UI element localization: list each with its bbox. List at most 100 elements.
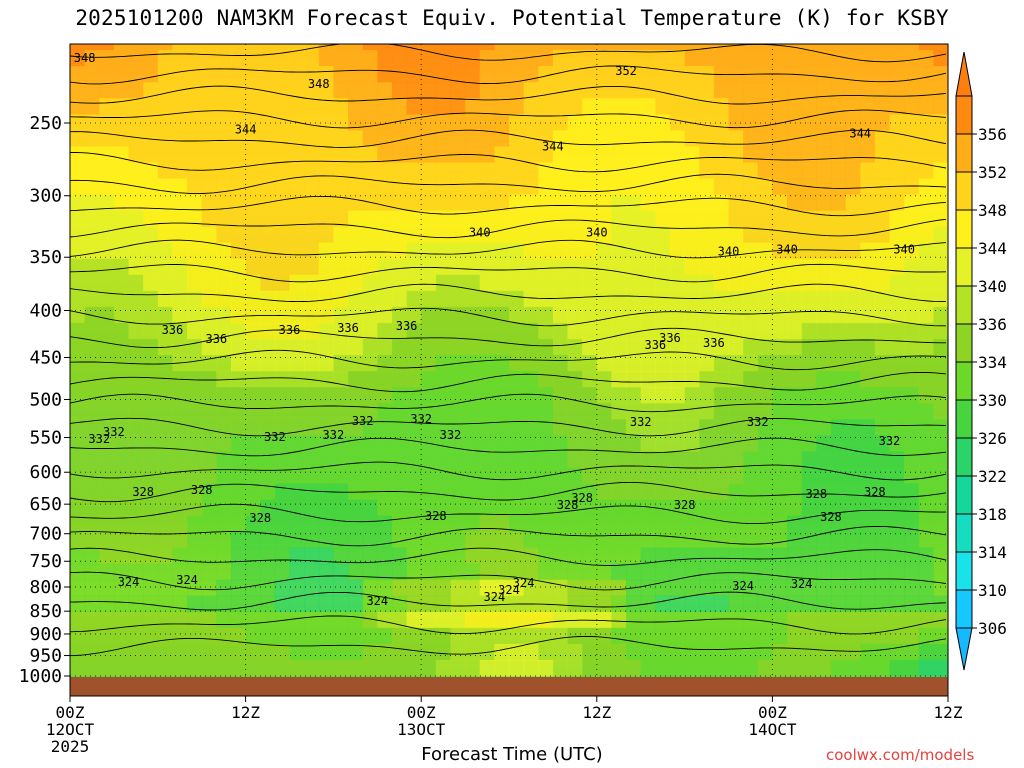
field-cell <box>435 322 452 340</box>
field-cell <box>230 66 247 83</box>
field-cell <box>596 226 613 244</box>
field-cell <box>333 114 349 131</box>
field-cell <box>260 82 276 99</box>
field-cell <box>465 338 481 356</box>
field-cell <box>377 82 393 99</box>
field-cell <box>552 579 569 597</box>
field-cell <box>157 627 174 645</box>
field-cell <box>435 451 452 468</box>
contour-label: 328 <box>132 485 154 499</box>
field-cell <box>435 290 452 308</box>
field-cell <box>830 643 847 661</box>
field-cell <box>918 322 934 340</box>
field-cell <box>728 274 744 292</box>
field-cell <box>465 531 481 549</box>
field-cell <box>860 306 876 324</box>
field-cell <box>128 499 144 517</box>
field-cell <box>84 290 100 308</box>
field-cell <box>845 371 861 388</box>
field-cell <box>918 226 934 244</box>
field-cell <box>787 98 803 115</box>
field-cell <box>70 595 86 613</box>
field-cell <box>494 355 510 372</box>
field-cell <box>874 210 891 228</box>
field-cell <box>216 419 232 436</box>
field-cell <box>289 547 305 565</box>
field-cell <box>772 563 788 581</box>
colorbar-swatch <box>955 513 973 553</box>
field-cell <box>509 611 525 629</box>
field-cell <box>465 579 481 597</box>
field-cell <box>757 483 773 501</box>
field-cell <box>860 579 876 597</box>
field-cell <box>172 66 188 83</box>
field-cell <box>523 290 539 308</box>
field-cell <box>830 659 847 677</box>
field-cell <box>860 547 876 565</box>
field-cell <box>669 451 686 468</box>
field-cell <box>157 290 174 308</box>
field-cell <box>933 338 949 356</box>
field-cell <box>245 226 261 244</box>
field-cell <box>918 355 934 372</box>
field-cell <box>772 258 788 276</box>
field-cell <box>728 659 744 677</box>
contour-label: 328 <box>864 485 886 499</box>
field-cell <box>874 322 891 340</box>
field-cell <box>611 419 627 436</box>
field-cell <box>304 146 320 163</box>
field-cell <box>845 451 861 468</box>
field-cell <box>377 242 393 260</box>
field-cell <box>582 114 598 131</box>
field-cell <box>304 306 320 324</box>
field-cell <box>99 66 115 83</box>
field-cell <box>187 162 203 180</box>
field-cell <box>172 483 188 501</box>
field-cell <box>187 50 203 67</box>
field-cell <box>713 44 730 51</box>
field-cell <box>655 387 671 404</box>
field-cell <box>304 242 320 260</box>
field-cell <box>494 194 510 212</box>
field-cell <box>465 322 481 340</box>
field-cell <box>640 130 656 147</box>
field-cell <box>830 338 847 356</box>
field-cell <box>699 387 715 404</box>
field-cell <box>289 451 305 468</box>
field-cell <box>494 515 510 533</box>
field-cell <box>362 162 378 180</box>
contour-label: 336 <box>205 332 227 346</box>
field-cell <box>538 194 554 212</box>
field-cell <box>99 467 115 484</box>
field-cell <box>582 547 598 565</box>
field-cell <box>567 130 583 147</box>
field-cell <box>84 210 100 228</box>
field-cell <box>772 338 788 356</box>
field-cell <box>406 178 422 196</box>
field-cell <box>830 451 847 468</box>
contour-label: 332 <box>879 434 901 448</box>
field-cell <box>933 306 949 324</box>
field-cell <box>450 194 466 212</box>
field-cell <box>655 643 671 661</box>
field-cell <box>274 563 291 581</box>
field-cell <box>684 44 700 51</box>
field-cell <box>918 82 934 99</box>
field-cell <box>582 435 598 452</box>
field-cell <box>465 595 481 613</box>
field-cell <box>830 66 847 83</box>
x-tick-label: 13OCT <box>397 720 446 739</box>
field-cell <box>128 643 144 661</box>
field-cell <box>289 98 305 115</box>
field-cell <box>830 403 847 420</box>
field-cell <box>377 467 393 484</box>
field-cell <box>626 467 642 484</box>
field-cell <box>582 451 598 468</box>
field-cell <box>435 611 452 629</box>
contour-line <box>69 461 947 481</box>
field-cell <box>465 435 481 452</box>
field-cell <box>230 242 247 260</box>
contour-label: 328 <box>571 491 593 505</box>
field-cell <box>304 50 320 67</box>
field-cell <box>860 451 876 468</box>
